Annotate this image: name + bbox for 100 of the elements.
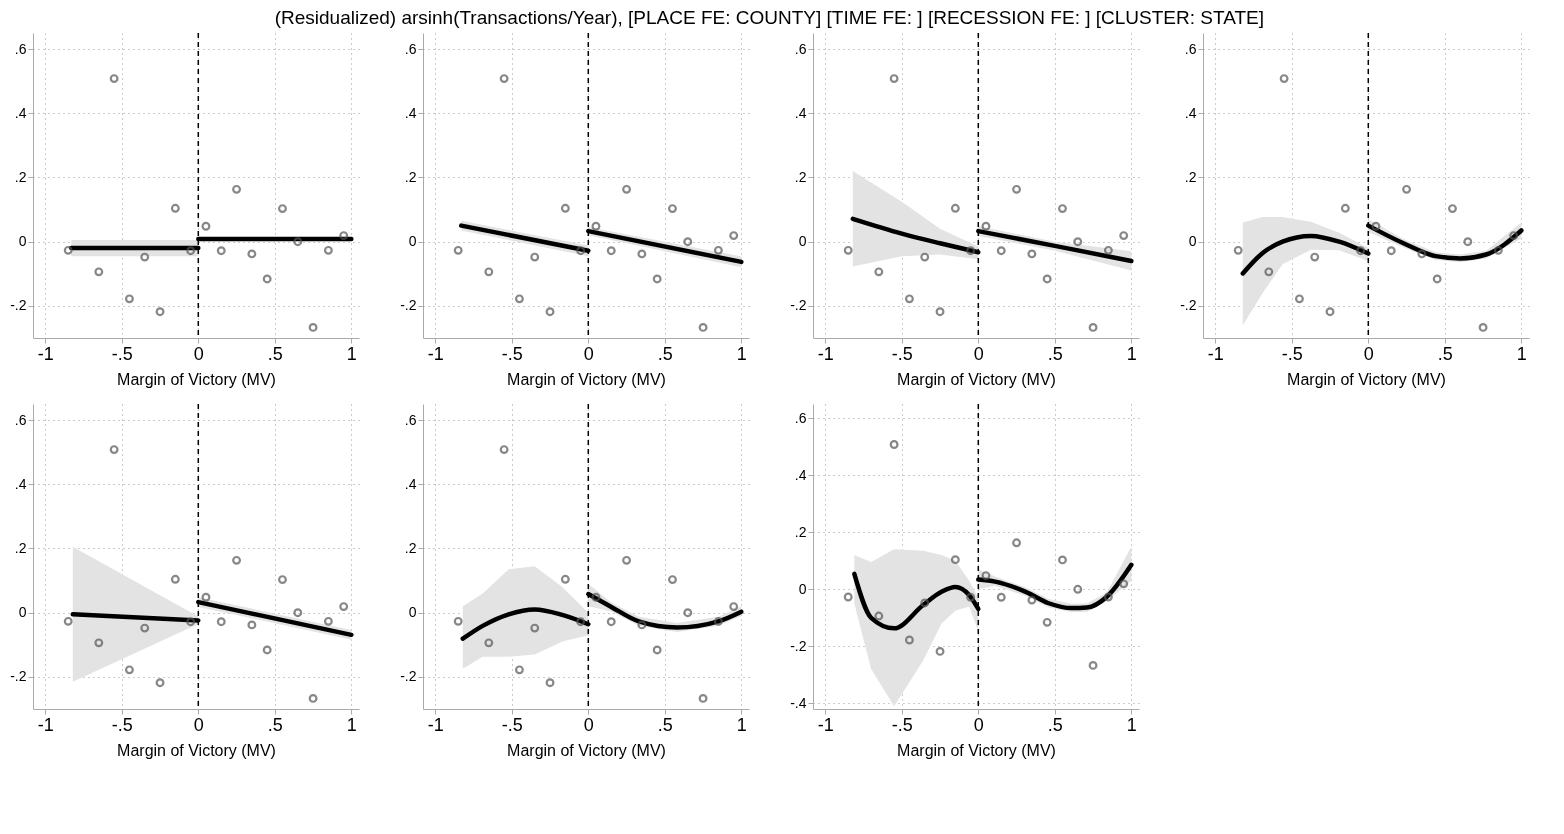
point (293, 237, 303, 247)
y-tick-label: .4 (794, 466, 807, 483)
point (729, 231, 739, 241)
point (1279, 74, 1289, 84)
x-tick-label: -.5 (891, 343, 913, 364)
y-tick-label: .4 (14, 104, 27, 121)
x-tick-label: -1 (37, 343, 54, 364)
point (683, 237, 693, 247)
point (1073, 237, 1083, 247)
x-tick-label: 0 (583, 714, 594, 735)
point (1371, 221, 1381, 231)
y-tick-label: -.4 (790, 694, 807, 711)
x-axis-title: Margin of Victory (MV) (507, 370, 666, 388)
x-tick-label: -1 (37, 714, 54, 735)
point (996, 592, 1006, 602)
x-tick-label: 1 (346, 714, 357, 735)
point (1478, 322, 1488, 332)
x-tick-label: 0 (973, 714, 984, 735)
point (1294, 294, 1304, 304)
point (1058, 555, 1067, 565)
point (514, 665, 524, 675)
point (622, 555, 632, 565)
y-tick-label: .6 (794, 40, 807, 57)
point (996, 246, 1006, 256)
point (1027, 249, 1037, 259)
point (1356, 246, 1366, 256)
point (637, 620, 647, 630)
x-tick-label: 1 (1516, 343, 1527, 364)
point (323, 245, 333, 255)
point (124, 665, 134, 675)
y-tick-label: -.2 (400, 668, 417, 685)
y-tick-label: .2 (794, 168, 807, 185)
point (920, 598, 930, 608)
y-tick-label: .4 (794, 104, 807, 121)
point (140, 252, 150, 262)
point (1463, 237, 1473, 247)
point (713, 616, 723, 626)
point (186, 617, 196, 627)
point (591, 592, 601, 602)
point (950, 203, 960, 213)
point (1042, 274, 1052, 284)
point (904, 294, 914, 304)
point (1233, 245, 1243, 255)
point (216, 617, 226, 627)
point (560, 203, 570, 213)
point (232, 555, 242, 565)
x-axis-title: Margin of Victory (MV) (1287, 370, 1446, 388)
point (484, 267, 494, 277)
point (950, 555, 960, 565)
x-tick-label: 0 (193, 714, 204, 735)
point (1493, 245, 1503, 255)
y-tick-label: -.2 (790, 297, 807, 314)
y-tick-label: .6 (404, 411, 417, 428)
point (170, 203, 180, 213)
point (1448, 204, 1457, 214)
point (545, 678, 555, 688)
point (1264, 267, 1274, 277)
point (889, 74, 899, 84)
y-tick-label: .6 (404, 40, 417, 57)
point (484, 638, 494, 648)
point (729, 602, 739, 612)
point (155, 678, 165, 688)
point (232, 184, 242, 194)
point (530, 252, 540, 262)
point (247, 249, 257, 259)
y-tick-label: 0 (408, 604, 417, 621)
y-tick-label: -.2 (400, 297, 417, 314)
point (1310, 252, 1320, 262)
x-tick-label: .5 (657, 714, 673, 735)
point (94, 638, 104, 648)
x-axis-title: Margin of Victory (MV) (897, 741, 1056, 759)
point (530, 623, 540, 633)
point (216, 246, 226, 256)
point (499, 445, 509, 455)
point (293, 608, 303, 618)
y-tick-label: .2 (404, 168, 417, 185)
point (652, 645, 662, 655)
point (453, 616, 463, 626)
point (1417, 249, 1427, 259)
x-tick-label: 0 (1363, 343, 1374, 364)
y-tick-label: .6 (794, 409, 807, 426)
point (920, 252, 930, 262)
y-tick-label: .2 (1184, 168, 1197, 185)
point (201, 592, 211, 602)
y-tick-label: .6 (1184, 40, 1197, 57)
point (1027, 595, 1037, 605)
point (278, 204, 287, 214)
point (63, 245, 73, 255)
point (109, 74, 119, 84)
y-tick-label: .2 (14, 539, 27, 556)
point (576, 617, 586, 627)
x-tick-label: .5 (1437, 343, 1453, 364)
point (1012, 538, 1022, 548)
point (201, 221, 211, 231)
x-tick-label: -1 (1207, 343, 1224, 364)
y-tick-label: .4 (14, 475, 27, 492)
y-tick-label: .4 (1184, 104, 1197, 121)
point (1432, 274, 1442, 284)
point (186, 246, 196, 256)
x-tick-label: -1 (427, 714, 444, 735)
